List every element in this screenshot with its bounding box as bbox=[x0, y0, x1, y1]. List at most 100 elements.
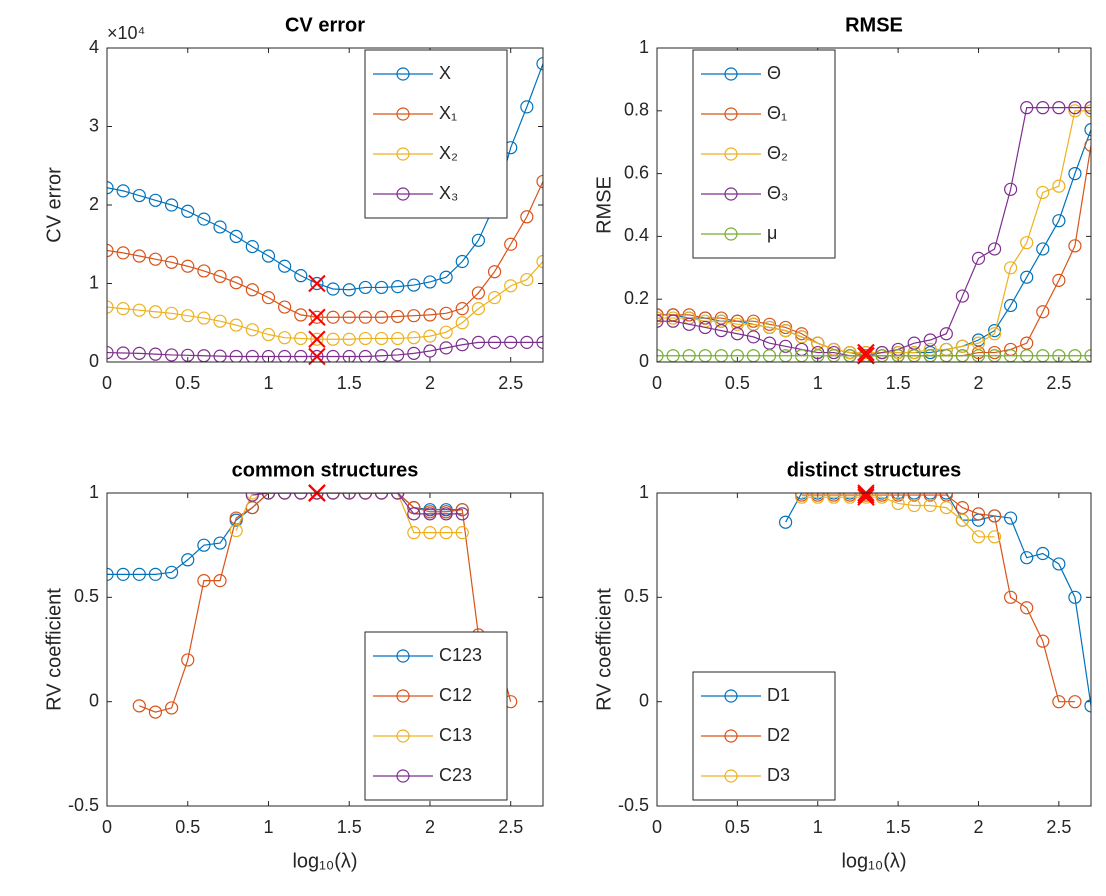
marker bbox=[294, 269, 308, 283]
marker bbox=[294, 349, 308, 362]
y-axis-label: RV coefficient bbox=[43, 588, 65, 711]
marker bbox=[778, 515, 793, 529]
marker bbox=[907, 493, 921, 502]
marker bbox=[827, 493, 841, 504]
x-tick-label: 0 bbox=[652, 373, 662, 393]
marker bbox=[520, 210, 534, 224]
marker bbox=[407, 507, 421, 521]
marker bbox=[795, 327, 809, 341]
marker bbox=[698, 311, 712, 325]
marker bbox=[1084, 101, 1091, 115]
highlight-cross bbox=[857, 347, 875, 365]
legend-marker bbox=[724, 147, 738, 161]
legend-label: Θ₂ bbox=[767, 143, 788, 163]
marker bbox=[746, 314, 761, 328]
marker bbox=[423, 275, 437, 289]
marker bbox=[148, 252, 163, 266]
marker bbox=[245, 283, 259, 297]
marker bbox=[374, 280, 389, 295]
marker bbox=[1084, 699, 1091, 713]
marker bbox=[374, 493, 389, 500]
marker bbox=[471, 335, 486, 349]
series-line bbox=[107, 63, 543, 291]
x-tick-label: 0 bbox=[652, 817, 662, 837]
marker bbox=[423, 329, 437, 343]
marker bbox=[1052, 214, 1066, 228]
marker bbox=[261, 249, 276, 263]
x-tick-label: 2.5 bbox=[1046, 817, 1071, 837]
marker bbox=[278, 259, 292, 273]
legend-marker bbox=[396, 107, 410, 121]
chart-title: distinct structures bbox=[787, 459, 961, 481]
marker bbox=[407, 278, 421, 292]
legend-marker bbox=[396, 649, 410, 663]
marker bbox=[197, 264, 211, 278]
legend-label: μ bbox=[767, 223, 777, 243]
marker bbox=[391, 493, 405, 500]
chart-title: RMSE bbox=[845, 14, 903, 36]
legend-label: C123 bbox=[439, 645, 482, 665]
marker bbox=[891, 496, 905, 511]
marker bbox=[1052, 101, 1066, 115]
legend-marker bbox=[724, 689, 738, 703]
marker bbox=[657, 349, 664, 362]
marker bbox=[939, 327, 953, 341]
marker bbox=[132, 303, 146, 317]
legend-box bbox=[364, 631, 508, 801]
y-axis-label: CV error bbox=[43, 167, 65, 243]
legend-label: C12 bbox=[439, 685, 472, 705]
y-axis-label: RMSE bbox=[593, 176, 615, 234]
marker bbox=[261, 327, 276, 342]
marker bbox=[487, 291, 502, 305]
marker bbox=[164, 255, 179, 269]
marker bbox=[987, 324, 1002, 338]
marker bbox=[843, 345, 857, 360]
x-tick-label: 2 bbox=[973, 373, 983, 393]
marker bbox=[778, 324, 793, 338]
legend-marker bbox=[724, 769, 738, 783]
marker bbox=[1036, 634, 1050, 648]
marker bbox=[164, 701, 179, 715]
series-line bbox=[785, 493, 1091, 706]
marker bbox=[455, 507, 469, 521]
marker bbox=[1004, 298, 1018, 313]
marker bbox=[1004, 261, 1018, 275]
marker bbox=[407, 331, 421, 345]
highlight-cross bbox=[308, 330, 326, 348]
x-tick-label: 1.5 bbox=[337, 373, 362, 393]
marker bbox=[294, 493, 308, 500]
marker bbox=[132, 249, 146, 263]
x-tick-label: 1 bbox=[813, 373, 823, 393]
marker bbox=[342, 283, 356, 297]
series-line bbox=[107, 341, 543, 358]
marker bbox=[310, 493, 324, 500]
marker bbox=[116, 246, 130, 260]
marker bbox=[116, 184, 130, 198]
marker bbox=[164, 198, 179, 212]
data-layer bbox=[107, 493, 518, 719]
marker bbox=[358, 310, 372, 324]
marker bbox=[1068, 239, 1082, 253]
marker bbox=[181, 204, 195, 218]
marker bbox=[326, 282, 340, 296]
marker bbox=[1036, 101, 1050, 115]
marker bbox=[1004, 511, 1018, 525]
marker bbox=[1020, 101, 1034, 115]
marker bbox=[923, 498, 937, 513]
y-tick-label: 0 bbox=[89, 351, 99, 371]
y-tick-label: 4 bbox=[89, 37, 99, 57]
y-tick-label: 1 bbox=[639, 37, 649, 57]
marker bbox=[439, 341, 453, 355]
x-tick-label: 2.5 bbox=[498, 373, 523, 393]
marker bbox=[778, 320, 793, 335]
legend-marker bbox=[724, 729, 738, 743]
x-tick-label: 1.5 bbox=[886, 373, 911, 393]
legend-marker bbox=[724, 67, 738, 81]
marker bbox=[987, 509, 1002, 523]
marker bbox=[197, 212, 211, 226]
marker bbox=[229, 523, 243, 538]
x-tick-label: 0.5 bbox=[725, 373, 750, 393]
marker bbox=[1052, 273, 1066, 287]
marker bbox=[229, 229, 243, 243]
marker bbox=[1036, 546, 1050, 561]
